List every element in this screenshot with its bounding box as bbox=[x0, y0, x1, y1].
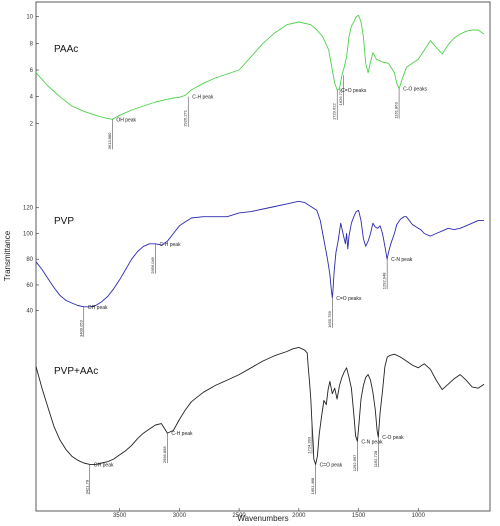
peak-name-label: C-H peak bbox=[192, 95, 214, 101]
peak-wavenumber-label: 1651.468 bbox=[310, 477, 315, 494]
peak-name-label: C-H peak bbox=[159, 242, 181, 248]
y-tick-label: 4 bbox=[30, 95, 34, 101]
y-tick-label: 120 bbox=[23, 206, 34, 212]
peak-wavenumber-label: 3613.880 bbox=[107, 132, 112, 149]
peak-name-label: C-H peak bbox=[171, 431, 193, 437]
peak-name-label: C-O peak bbox=[382, 435, 404, 441]
peak-wavenumber-label: 2956.858 bbox=[162, 446, 167, 463]
peak-wavenumber-label: 1161.863 bbox=[394, 102, 399, 119]
peak-wavenumber-label: 2926.271 bbox=[183, 109, 188, 126]
peak-wavenumber-label: 3409.053 bbox=[78, 319, 83, 336]
y-tick-label: 40 bbox=[26, 309, 33, 315]
y-tick-label: 100 bbox=[23, 231, 34, 237]
panel-label: PVP+AAc bbox=[54, 366, 98, 377]
peak-name-label: C=O peak bbox=[320, 462, 343, 468]
peak-name-label: C=O peaks bbox=[341, 88, 367, 94]
peak-wavenumber-label: 1626.720 bbox=[338, 88, 343, 105]
peak-wavenumber-label: 1724.393 bbox=[306, 436, 311, 453]
x-tick-label: 2000 bbox=[292, 513, 306, 519]
panel-label: PAAc bbox=[54, 44, 78, 55]
peak-wavenumber-label: 1723.622 bbox=[332, 103, 337, 120]
peak-wavenumber-label: 1292.948 bbox=[382, 272, 387, 289]
peak-wavenumber-label: 1655.759 bbox=[327, 310, 332, 327]
y-tick-label: 2 bbox=[30, 121, 34, 127]
peak-name-label: C-N peak bbox=[391, 257, 413, 263]
series-layer bbox=[35, 14, 485, 465]
series-line-pvp bbox=[35, 200, 484, 308]
tick-layer: 3500 3000 2500 2000 1500 1000 2 4 6 8 10 40 60 80 100 1… bbox=[23, 15, 426, 519]
peak-wavenumber-label: 2956.049 bbox=[150, 256, 155, 273]
y-tick-label: 6 bbox=[30, 68, 34, 74]
y-tick-label: 8 bbox=[30, 41, 34, 47]
x-tick-label: 3000 bbox=[173, 513, 187, 519]
peak-name-label: C=O peaks bbox=[336, 296, 362, 302]
peak-wavenumber-label: 1162.728 bbox=[373, 450, 378, 467]
plot-frame bbox=[35, 1, 491, 512]
peak-name-label: C-O peaks bbox=[403, 87, 427, 93]
y-axis-title: Transmittance bbox=[3, 230, 12, 281]
peak-wavenumber-label: 1292.997 bbox=[352, 454, 357, 471]
x-axis-title: Wavenumbers bbox=[237, 514, 288, 523]
x-tick-label: 2500 bbox=[232, 513, 246, 519]
panel-label: PVP bbox=[54, 216, 74, 227]
peak-name-label: OH peak bbox=[116, 117, 136, 123]
y-tick-label: 80 bbox=[26, 257, 33, 263]
peak-name-label: C-N peak bbox=[361, 439, 383, 445]
annotation-layer: 3613.880 OH peak 2926.271 C-H peak 1723.622 C… bbox=[78, 75, 427, 495]
series-line-paac bbox=[35, 14, 485, 120]
peak-wavenumber-label: 3421.78 bbox=[84, 479, 89, 494]
peak-name-label: OH peak bbox=[88, 305, 108, 311]
y-tick-label: 10 bbox=[26, 15, 33, 21]
x-tick-label: 1500 bbox=[352, 513, 366, 519]
x-tick-label: 3500 bbox=[113, 513, 127, 519]
series-line-pvp-aac bbox=[35, 346, 485, 465]
y-tick-label: 60 bbox=[26, 283, 33, 289]
peak-name-label: OH peak bbox=[94, 462, 114, 468]
label-layer: PAAc PVP PVP+AAc bbox=[54, 44, 98, 377]
x-tick-label: 1000 bbox=[412, 513, 426, 519]
